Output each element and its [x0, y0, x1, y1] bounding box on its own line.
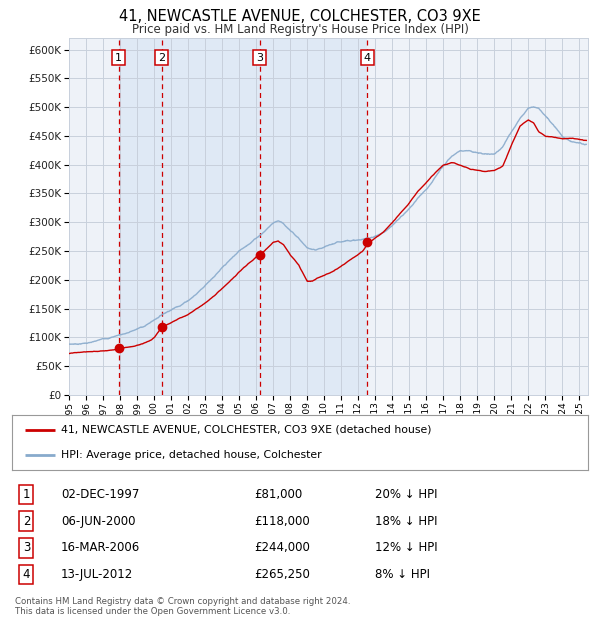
- Text: Contains HM Land Registry data © Crown copyright and database right 2024.
This d: Contains HM Land Registry data © Crown c…: [15, 596, 350, 616]
- Text: 4: 4: [364, 53, 371, 63]
- Text: 3: 3: [256, 53, 263, 63]
- Text: 1: 1: [115, 53, 122, 63]
- Bar: [119, 38, 367, 395]
- Text: 2: 2: [158, 53, 165, 63]
- Text: 8% ↓ HPI: 8% ↓ HPI: [375, 568, 430, 581]
- Text: 3: 3: [23, 541, 30, 554]
- Text: 18% ↓ HPI: 18% ↓ HPI: [375, 515, 437, 528]
- Text: 12% ↓ HPI: 12% ↓ HPI: [375, 541, 437, 554]
- Text: 41, NEWCASTLE AVENUE, COLCHESTER, CO3 9XE: 41, NEWCASTLE AVENUE, COLCHESTER, CO3 9X…: [119, 9, 481, 24]
- Text: £265,250: £265,250: [254, 568, 310, 581]
- Text: 4: 4: [23, 568, 30, 581]
- Text: 2: 2: [23, 515, 30, 528]
- Text: 41, NEWCASTLE AVENUE, COLCHESTER, CO3 9XE (detached house): 41, NEWCASTLE AVENUE, COLCHESTER, CO3 9X…: [61, 425, 431, 435]
- Text: 16-MAR-2006: 16-MAR-2006: [61, 541, 140, 554]
- Text: 06-JUN-2000: 06-JUN-2000: [61, 515, 136, 528]
- Text: Price paid vs. HM Land Registry's House Price Index (HPI): Price paid vs. HM Land Registry's House …: [131, 24, 469, 36]
- Text: HPI: Average price, detached house, Colchester: HPI: Average price, detached house, Colc…: [61, 450, 322, 460]
- Text: £118,000: £118,000: [254, 515, 310, 528]
- Text: 1: 1: [23, 488, 30, 501]
- Text: 20% ↓ HPI: 20% ↓ HPI: [375, 488, 437, 501]
- Text: £81,000: £81,000: [254, 488, 302, 501]
- Text: £244,000: £244,000: [254, 541, 310, 554]
- Text: 13-JUL-2012: 13-JUL-2012: [61, 568, 133, 581]
- Text: 02-DEC-1997: 02-DEC-1997: [61, 488, 139, 501]
